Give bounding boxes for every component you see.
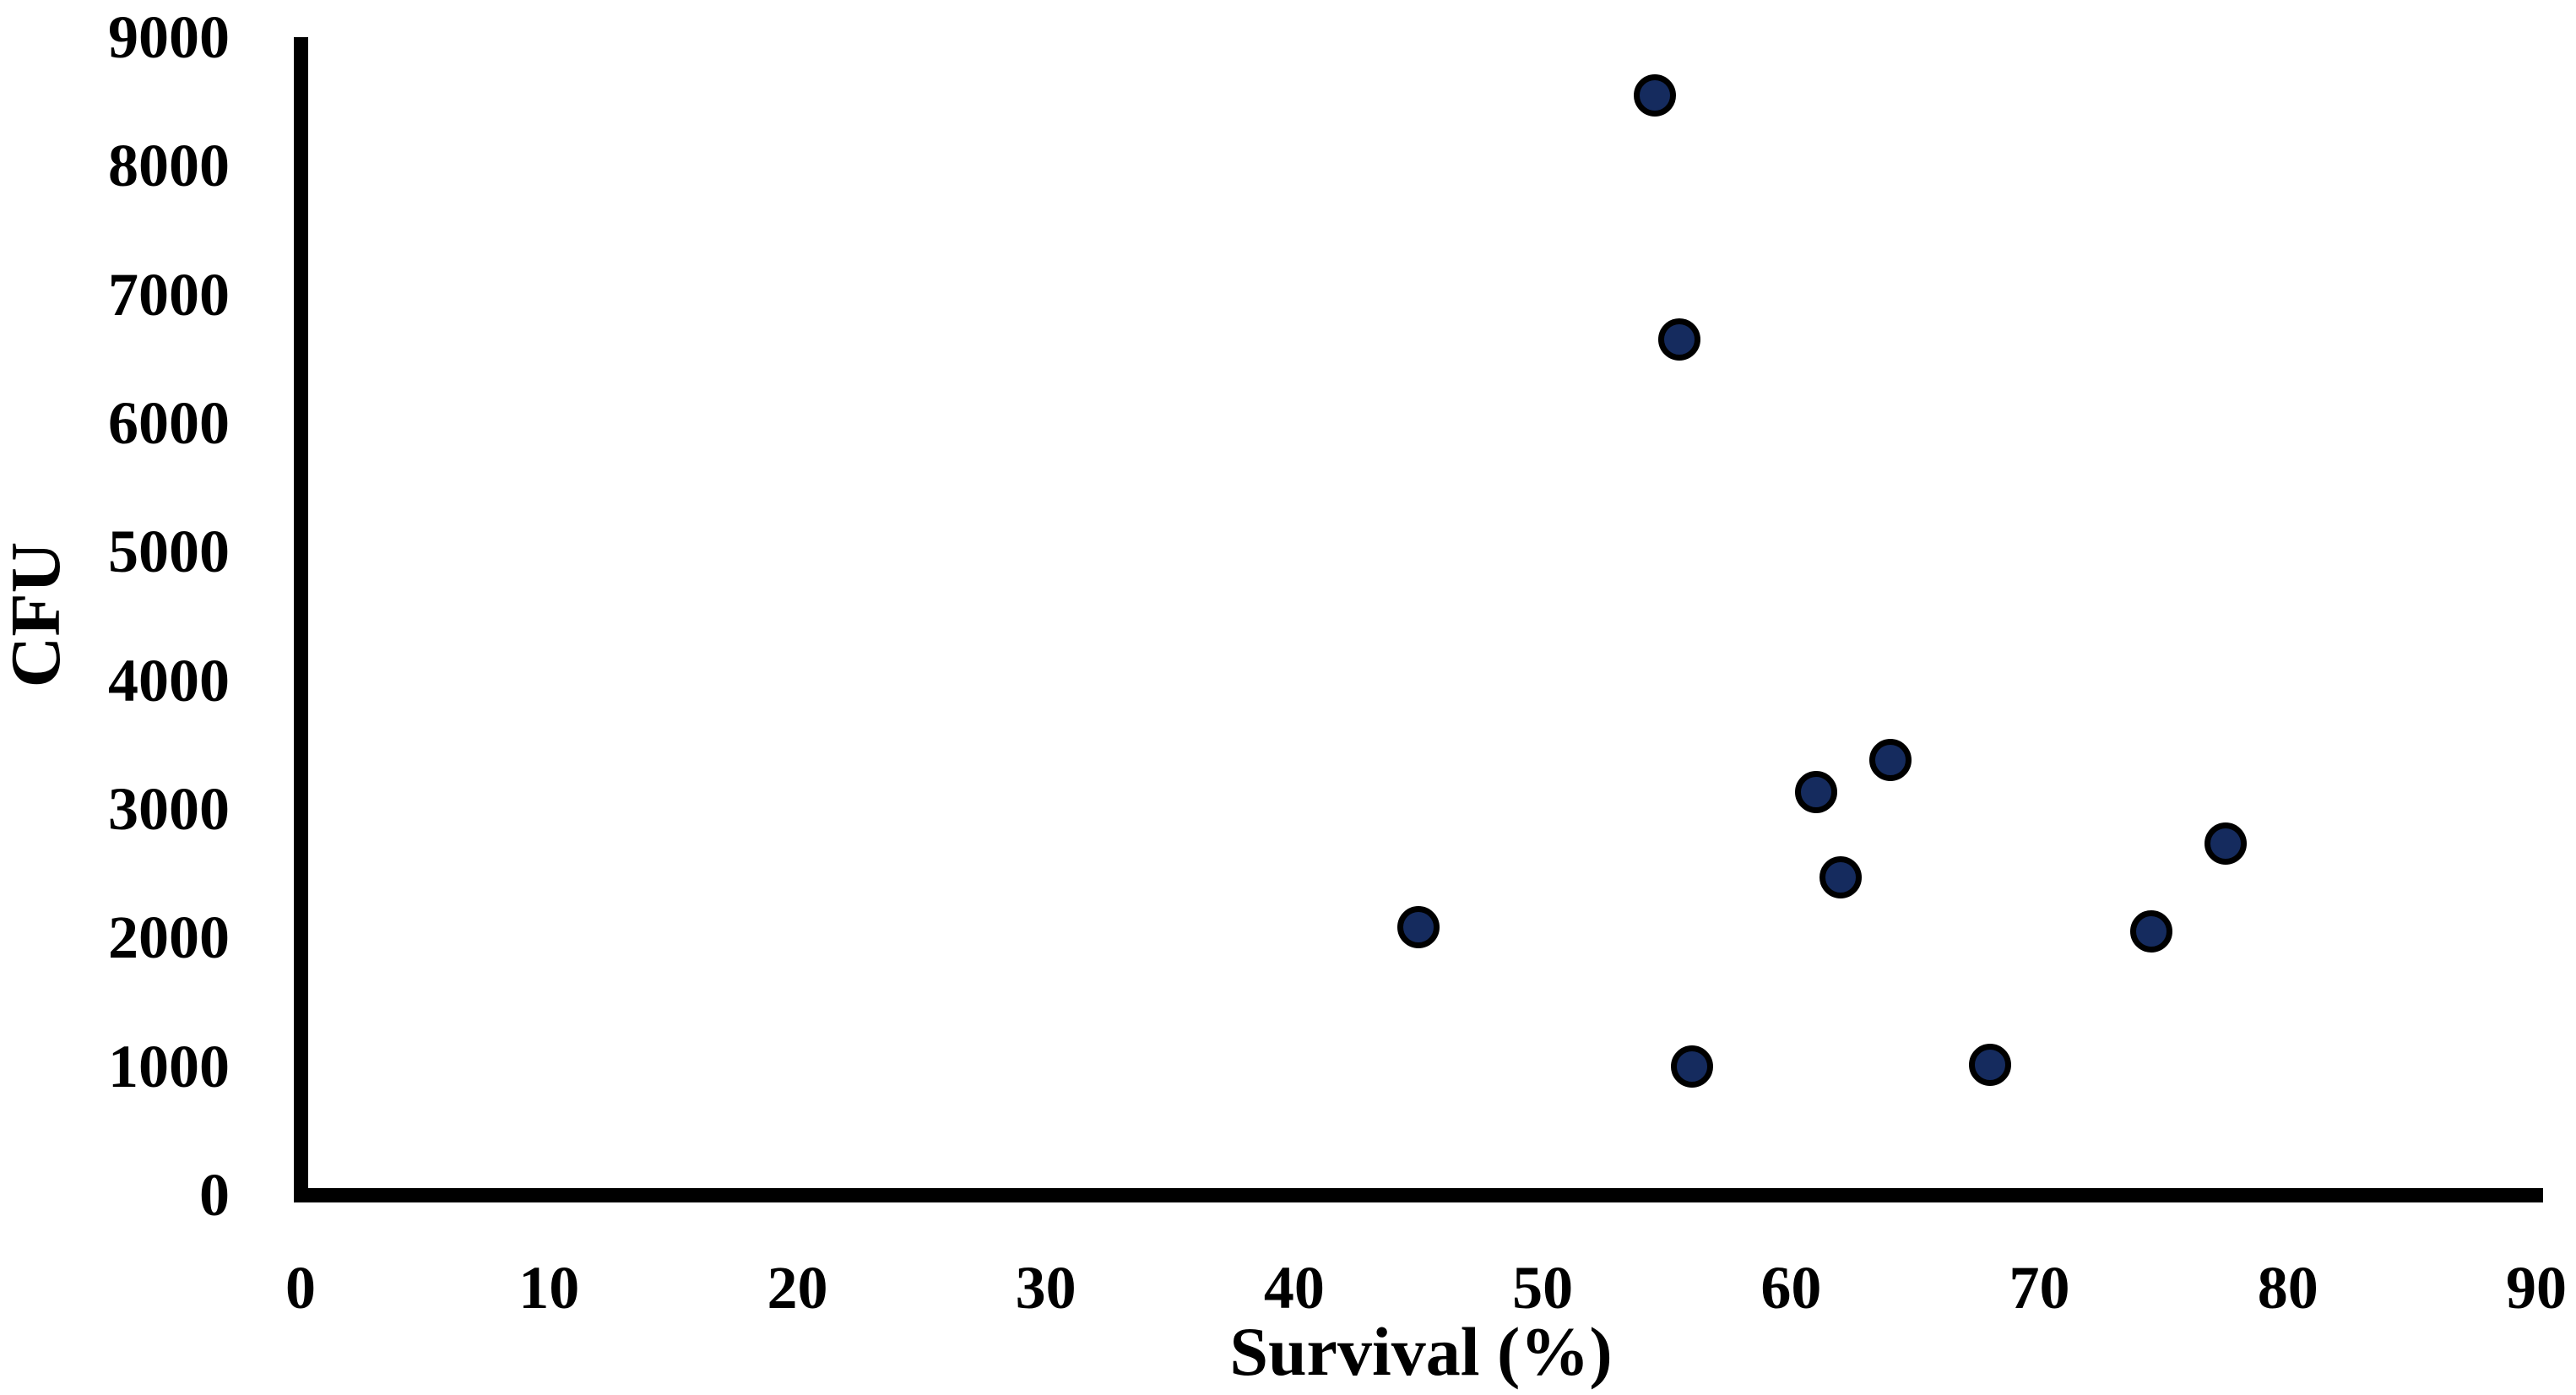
data-point: [1670, 1045, 1713, 1088]
data-point: [2129, 909, 2172, 953]
x-tick-label: 20: [767, 1254, 828, 1322]
y-tick-label: 3000: [108, 775, 230, 843]
data-point: [1819, 855, 1863, 898]
x-tick-label: 60: [1760, 1254, 1822, 1322]
x-tick-label: 70: [2009, 1254, 2070, 1322]
y-tick-label: 6000: [108, 389, 230, 457]
x-tick-label: 30: [1015, 1254, 1076, 1322]
x-axis-line: [294, 1188, 2543, 1202]
x-axis-title: Survival (%): [1229, 1313, 1613, 1390]
data-point: [1633, 73, 1676, 117]
x-tick-label: 40: [1263, 1254, 1325, 1322]
x-tick-label: 90: [2506, 1254, 2567, 1322]
x-tick-label: 10: [518, 1254, 580, 1322]
y-tick-label: 5000: [108, 518, 230, 586]
y-axis-title: CFU: [0, 541, 75, 688]
y-tick-label: 9000: [108, 3, 230, 71]
x-tick-label: 80: [2257, 1254, 2318, 1322]
y-tick-label: 7000: [108, 260, 230, 328]
y-tick-label: 0: [199, 1161, 230, 1229]
data-point: [1794, 771, 1837, 814]
y-tick-label: 4000: [108, 646, 230, 714]
data-point: [1657, 318, 1700, 361]
y-axis-line: [294, 37, 308, 1202]
data-point: [1397, 906, 1440, 949]
data-point: [2205, 822, 2248, 866]
x-tick-label: 0: [285, 1254, 316, 1322]
y-tick-label: 8000: [108, 132, 230, 200]
data-point: [1869, 739, 1912, 782]
x-tick-label: 50: [1512, 1254, 1574, 1322]
data-point: [1968, 1044, 2011, 1087]
y-tick-label: 1000: [108, 1032, 230, 1100]
y-tick-label: 2000: [108, 904, 230, 972]
